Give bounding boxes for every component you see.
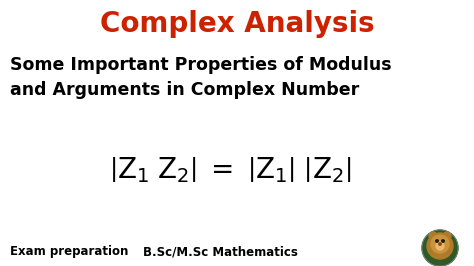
Circle shape	[436, 242, 444, 250]
Text: Exam preparation: Exam preparation	[10, 246, 128, 259]
Circle shape	[436, 240, 438, 242]
Text: B.Sc/M.Sc Mathematics: B.Sc/M.Sc Mathematics	[143, 246, 298, 259]
Text: Complex Analysis: Complex Analysis	[100, 10, 374, 38]
Circle shape	[442, 240, 444, 242]
Circle shape	[439, 243, 441, 245]
Text: Some Important Properties of Modulus: Some Important Properties of Modulus	[10, 56, 392, 74]
Circle shape	[427, 233, 453, 259]
Circle shape	[431, 235, 449, 253]
Circle shape	[429, 232, 437, 240]
Circle shape	[422, 230, 458, 266]
Text: and Arguments in Complex Number: and Arguments in Complex Number	[10, 81, 359, 99]
Text: $\left| \mathrm{Z_1}\;\mathrm{Z_2} \right| \;=\; \left| \mathrm{Z_1} \right| \;\: $\left| \mathrm{Z_1}\;\mathrm{Z_2} \righ…	[109, 155, 351, 185]
Circle shape	[443, 232, 451, 240]
